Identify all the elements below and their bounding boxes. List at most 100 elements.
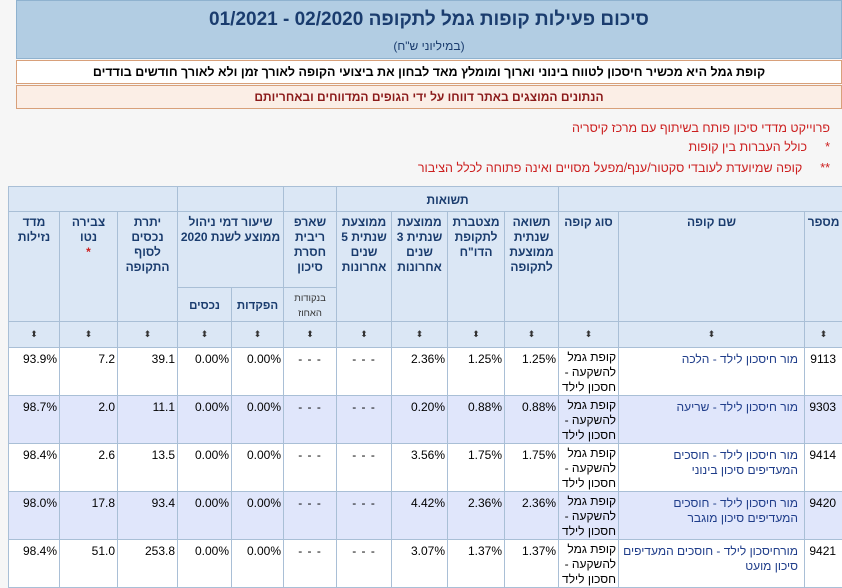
fee-assets-cell: 0.00% [178,348,232,396]
sort-balance[interactable]: ⬍ [118,322,178,348]
return-cumulative-cell: 1.25% [448,348,505,396]
return-cumulative-cell: 1.75% [448,444,505,492]
header-net-accumulation: צבירה נטו* [60,212,118,322]
fund-type-cell: קופת גמל להשקעה - חסכון לילד [559,348,619,396]
avg5-cell: - - - [337,396,392,444]
header-fund-name: שם קופה [619,212,805,322]
return-average-cell: 1.37% [505,540,559,588]
balance-cell: 39.1 [118,348,178,396]
sort-avg3[interactable]: ⬍ [392,322,448,348]
fund-id-cell: 9420 [805,492,842,540]
data-disclaimer: הנתונים המוצגים באתר דווחו על ידי הגופים… [16,85,842,109]
fund-type-cell: קופת גמל להשקעה - חסכון לילד [559,540,619,588]
sort-net[interactable]: ⬍ [60,322,118,348]
header-spacer-sharpe [284,187,337,212]
page-title: סיכום פעילות קופות גמל לתקופה 02/2020 - … [17,9,841,31]
avg5-cell: - - - [337,540,392,588]
header-group-returns: תשואות [337,187,559,212]
header-avg5: ממוצעת שנתית 5 שנים אחרונות [337,212,392,322]
fund-name-link[interactable]: מור חיסכון לילד - שריעה [619,396,805,444]
header-spacer-right [559,187,842,212]
balance-cell: 13.5 [118,444,178,492]
avg5-cell: - - - [337,348,392,396]
footnote-star-mark: * [825,140,830,154]
header-net-label: צבירה נטו [72,215,105,244]
fund-name-link[interactable]: מור חיסכון לילד - חוסכים המעדיפים סיכון … [619,492,805,540]
fund-id-cell: 9113 [805,348,842,396]
sort-fund-name[interactable]: ⬍ [619,322,805,348]
header-fund-type: סוג קופה [559,212,619,322]
footnote-transfers: * כולל העברות בין קופות [688,140,830,154]
fund-type-cell: קופת גמל להשקעה - חסכון לילד [559,492,619,540]
fund-type-cell: קופת גמל להשקעה - חסכון לילד [559,396,619,444]
fund-name-link[interactable]: מור חיסכון לילד - חוסכים המעדיפים סיכון … [619,444,805,492]
sort-sharpe[interactable]: ⬍ [284,322,337,348]
fee-deposits-cell: 0.00% [232,444,284,492]
sort-fund-id[interactable]: ⬍ [805,322,842,348]
header-balance: יתרת נכסים לסוף התקופה [118,212,178,322]
project-note: פרוייקט מדדי סיכון פותח בשיתוף עם מרכז ק… [572,121,830,135]
avg3-cell: 4.42% [392,492,448,540]
header-fee-deposits: הפקדות [232,288,284,322]
sharpe-cell: - - - [284,540,337,588]
fee-assets-cell: 0.00% [178,492,232,540]
fund-id-cell: 9303 [805,396,842,444]
return-average-cell: 2.36% [505,492,559,540]
net-accumulation-cell: 2.0 [60,396,118,444]
return-average-cell: 1.75% [505,444,559,492]
fund-id-cell: 9414 [805,444,842,492]
page-subtitle: (במיליוני ש"ח) [17,39,841,53]
avg5-cell: - - - [337,444,392,492]
fund-name-link[interactable]: מור חיסכון לילד - הלכה [619,348,805,396]
description-banner: קופת גמל היא מכשיר חיסכון לטווח בינוני ו… [16,60,842,84]
report-header: סיכום פעילות קופות גמל לתקופה 02/2020 - … [16,0,842,59]
footnote-sector-text: קופה שמיועדת לעובדי סקטור/ענף/מפעל מסויי… [418,161,802,175]
header-sharpe: שארפ ריבית חסרת סיכון [284,212,337,288]
header-net-asterisk: * [86,245,91,259]
net-accumulation-cell: 2.6 [60,444,118,492]
net-accumulation-cell: 7.2 [60,348,118,396]
balance-cell: 11.1 [118,396,178,444]
avg3-cell: 0.20% [392,396,448,444]
footnote-double-star-mark: ** [820,161,830,175]
fee-deposits-cell: 0.00% [232,540,284,588]
sort-return-cumulative[interactable]: ⬍ [448,322,505,348]
sort-fee-deposits[interactable]: ⬍ [232,322,284,348]
liquidity-cell: 98.4% [9,444,60,492]
balance-cell: 253.8 [118,540,178,588]
sort-return-average[interactable]: ⬍ [505,322,559,348]
sort-liquidity[interactable]: ⬍ [9,322,60,348]
liquidity-cell: 98.7% [9,396,60,444]
footnote-sector: ** קופה שמיועדת לעובדי סקטור/ענף/מפעל מסו… [418,161,830,175]
avg3-cell: 2.36% [392,348,448,396]
fund-id-cell: 9421 [805,540,842,588]
sharpe-cell: - - - [284,492,337,540]
header-fund-id: מספר [805,212,842,322]
return-cumulative-cell: 1.37% [448,540,505,588]
avg5-cell: - - - [337,492,392,540]
header-spacer-fee [178,187,284,212]
sort-avg5[interactable]: ⬍ [337,322,392,348]
liquidity-cell: 98.0% [9,492,60,540]
header-return-average: תשואה שנתית ממוצעת לתקופה [505,212,559,322]
net-accumulation-cell: 17.8 [60,492,118,540]
fee-deposits-cell: 0.00% [232,396,284,444]
header-avg3: ממוצעת שנתית 3 שנים אחרונות [392,212,448,322]
fee-assets-cell: 0.00% [178,396,232,444]
footnote-transfers-text: כולל העברות בין קופות [688,140,807,154]
return-average-cell: 1.25% [505,348,559,396]
fund-summary-table: תשואות מדד נזילות צבירה נטו* יתרת נכסים … [8,186,842,588]
fee-assets-cell: 0.00% [178,540,232,588]
header-sharpe-unit: בנקודות האחוז [284,288,337,322]
balance-cell: 93.4 [118,492,178,540]
header-fee-assets: נכסים [178,288,232,322]
sort-fee-assets[interactable]: ⬍ [178,322,232,348]
sort-fund-type[interactable]: ⬍ [559,322,619,348]
fund-name-link[interactable]: מורחיסכון לילד - חוסכים המעדיפים סיכון מ… [619,540,805,588]
header-fee: שיעור דמי ניהול ממוצע לשנת 2020 [178,212,284,288]
